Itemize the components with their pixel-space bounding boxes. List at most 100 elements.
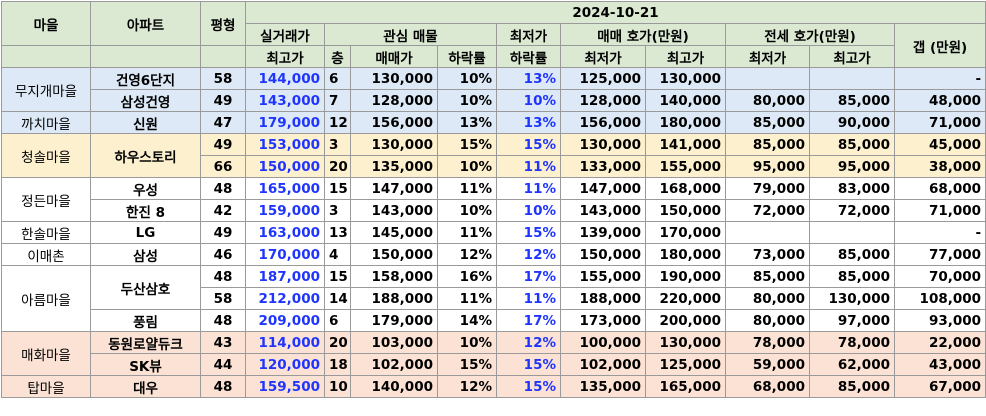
- floor-cell: 14: [324, 287, 351, 310]
- gap-cell: 67,000: [893, 375, 986, 398]
- sale-low-cell: 173,000: [560, 309, 646, 332]
- apt-cell: 풍림: [90, 309, 201, 332]
- jeonse-low-cell: [725, 67, 810, 90]
- deal-cell: 143,000: [245, 89, 325, 112]
- drop-cell: 15%: [437, 133, 497, 156]
- jeonse-high-cell: [809, 67, 895, 90]
- village-cell: 탑마을: [1, 375, 91, 398]
- table-row: 66 150,000 20 135,000 10% 11% 133,000 15…: [1, 155, 986, 178]
- jeonse-high-cell: 85,000: [809, 265, 895, 288]
- floor-cell: 6: [324, 67, 351, 90]
- sale-low-cell: 125,000: [560, 67, 646, 90]
- col-jeonse-quote: 전세 호가(만원): [725, 23, 895, 46]
- price-cell: 128,000: [350, 89, 438, 112]
- sale-low-cell: 143,000: [560, 199, 646, 222]
- price-cell: 188,000: [350, 287, 438, 310]
- col-deal-top: 실거래가: [245, 23, 325, 46]
- jeonse-low-cell: 80,000: [725, 309, 810, 332]
- gap-cell: 70,000: [893, 265, 986, 288]
- jeonse-high-cell: 97,000: [809, 309, 895, 332]
- col-gap: 갭 (만원): [893, 23, 986, 68]
- deal-cell: 179,000: [245, 111, 325, 134]
- price-cell: 140,000: [350, 375, 438, 398]
- jeonse-high-cell: 78,000: [809, 331, 895, 354]
- table-row: 삼성건영 49 143,000 7 128,000 10% 10% 128,00…: [1, 89, 986, 112]
- sale-high-cell: 141,000: [645, 133, 726, 156]
- sale-low-cell: 188,000: [560, 287, 646, 310]
- price-cell: 150,000: [350, 243, 438, 266]
- col-min-top: 최저가: [496, 23, 561, 46]
- table-row: 이매촌 삼성 46 170,000 4 150,000 12% 12% 150,…: [1, 243, 986, 266]
- drop-cell: 10%: [437, 331, 497, 354]
- sale-low-cell: 139,000: [560, 221, 646, 244]
- col-apartment: 아파트: [90, 1, 201, 46]
- col-jeonse-low: 최저가: [725, 45, 810, 68]
- sale-high-cell: 200,000: [645, 309, 726, 332]
- deal-cell: 165,000: [245, 177, 325, 200]
- sale-high-cell: 130,000: [645, 331, 726, 354]
- size-cell: 44: [200, 353, 246, 376]
- village-cell: 정든마을: [1, 177, 91, 222]
- col-village: 마을: [1, 1, 91, 46]
- floor-cell: 6: [324, 309, 351, 332]
- deal-cell: 209,000: [245, 309, 325, 332]
- price-cell: 135,000: [350, 155, 438, 178]
- jeonse-high-cell: 83,000: [809, 177, 895, 200]
- price-cell: 143,000: [350, 199, 438, 222]
- table-row: SK뷰 44 120,000 18 102,000 15% 15% 102,00…: [1, 353, 986, 376]
- gap-cell: 108,000: [893, 287, 986, 310]
- min-drop-cell: 13%: [496, 67, 561, 90]
- village-cell: 아름마을: [1, 265, 91, 332]
- sale-high-cell: 165,000: [645, 375, 726, 398]
- jeonse-low-cell: 68,000: [725, 375, 810, 398]
- min-drop-cell: 17%: [496, 265, 561, 288]
- floor-cell: 3: [324, 133, 351, 156]
- jeonse-high-cell: 90,000: [809, 111, 895, 134]
- sale-high-cell: 180,000: [645, 111, 726, 134]
- price-cell: 103,000: [350, 331, 438, 354]
- price-cell: 130,000: [350, 67, 438, 90]
- col-interest: 관심 매물: [324, 23, 497, 46]
- size-cell: 58: [200, 67, 246, 90]
- col-jeonse-high: 최고가: [809, 45, 895, 68]
- jeonse-high-cell: 62,000: [809, 353, 895, 376]
- gap-cell: 45,000: [893, 133, 986, 156]
- deal-cell: 144,000: [245, 67, 325, 90]
- village-cell: 매화마을: [1, 331, 91, 376]
- deal-cell: 153,000: [245, 133, 325, 156]
- deal-cell: 170,000: [245, 243, 325, 266]
- spacer-apartment: [90, 45, 201, 68]
- deal-cell: 114,000: [245, 331, 325, 354]
- apt-cell: LG: [90, 221, 201, 244]
- jeonse-low-cell: 80,000: [725, 89, 810, 112]
- floor-cell: 10: [324, 375, 351, 398]
- jeonse-low-cell: 79,000: [725, 177, 810, 200]
- apt-cell: 한진 8: [90, 199, 201, 222]
- jeonse-low-cell: 59,000: [725, 353, 810, 376]
- table-row: 무지개마을 건영6단지 58 144,000 6 130,000 10% 13%…: [1, 67, 986, 112]
- drop-cell: 10%: [437, 199, 497, 222]
- table-row: 아름마을 두산삼호 48 187,000 15 158,000 16% 17% …: [1, 265, 986, 332]
- table-row: 청솔마을 하우스토리 49 153,000 3 130,000 15% 15% …: [1, 133, 986, 178]
- sale-high-cell: 170,000: [645, 221, 726, 244]
- floor-cell: 18: [324, 353, 351, 376]
- price-cell: 156,000: [350, 111, 438, 134]
- col-price: 매매가: [350, 45, 438, 68]
- sale-low-cell: 128,000: [560, 89, 646, 112]
- jeonse-high-cell: 130,000: [809, 287, 895, 310]
- price-cell: 102,000: [350, 353, 438, 376]
- floor-cell: 7: [324, 89, 351, 112]
- village-cell: 한솔마을: [1, 221, 91, 244]
- jeonse-high-cell: 85,000: [809, 243, 895, 266]
- sale-high-cell: 155,000: [645, 155, 726, 178]
- col-size: 평형: [200, 1, 246, 46]
- sale-high-cell: 190,000: [645, 265, 726, 288]
- jeonse-low-cell: 95,000: [725, 155, 810, 178]
- jeonse-low-cell: 78,000: [725, 331, 810, 354]
- drop-cell: 10%: [437, 89, 497, 112]
- apt-cell: SK뷰: [90, 353, 201, 376]
- min-drop-cell: 12%: [496, 243, 561, 266]
- deal-cell: 212,000: [245, 287, 325, 310]
- village-cell: 이매촌: [1, 243, 91, 266]
- sale-high-cell: 220,000: [645, 287, 726, 310]
